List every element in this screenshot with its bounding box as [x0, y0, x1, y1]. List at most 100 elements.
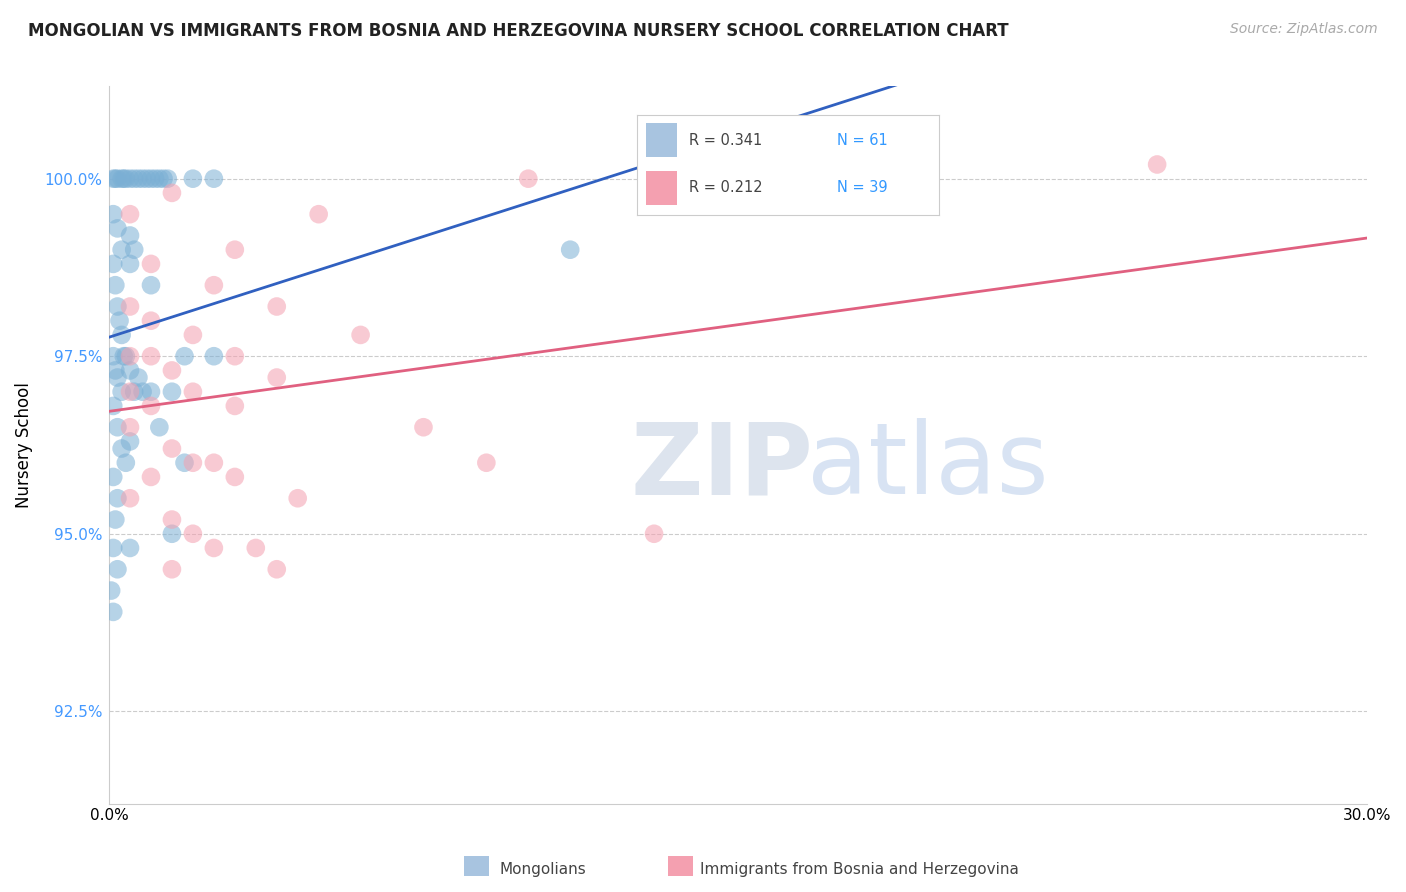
Point: [139, 470, 162, 484]
Point: [139, 171, 162, 186]
Point: [127, 171, 149, 186]
Point: [181, 384, 204, 399]
Point: [643, 526, 665, 541]
Point: [118, 384, 141, 399]
Point: [148, 420, 170, 434]
Point: [114, 349, 136, 363]
Point: [104, 512, 127, 526]
Point: [139, 278, 162, 293]
Point: [118, 171, 141, 186]
Point: [103, 541, 125, 555]
Point: [118, 300, 141, 314]
Point: [111, 327, 134, 342]
Point: [118, 363, 141, 377]
Point: [139, 257, 162, 271]
Point: [202, 541, 225, 555]
Point: [111, 384, 134, 399]
Point: [122, 243, 145, 257]
Point: [118, 541, 141, 555]
Point: [111, 171, 134, 186]
Point: [139, 314, 162, 328]
Point: [131, 384, 153, 399]
Point: [181, 171, 204, 186]
Point: [107, 221, 129, 235]
Point: [181, 327, 204, 342]
Point: [266, 370, 288, 384]
Point: [131, 171, 153, 186]
Point: [475, 456, 498, 470]
Point: [100, 583, 122, 598]
Point: [107, 300, 129, 314]
Point: [104, 171, 127, 186]
Point: [103, 207, 125, 221]
Point: [118, 207, 141, 221]
Point: [139, 349, 162, 363]
Point: [114, 171, 136, 186]
Point: [152, 171, 174, 186]
Point: [139, 399, 162, 413]
Point: [160, 363, 183, 377]
Point: [103, 171, 125, 186]
Point: [107, 370, 129, 384]
Point: [112, 349, 135, 363]
Text: Mongolians: Mongolians: [499, 863, 586, 877]
Point: [181, 526, 204, 541]
Y-axis label: Nursery School: Nursery School: [15, 382, 32, 508]
Point: [202, 278, 225, 293]
Point: [224, 349, 246, 363]
Point: [127, 370, 149, 384]
Point: [148, 171, 170, 186]
Text: ZIP: ZIP: [631, 418, 814, 515]
Point: [103, 257, 125, 271]
Point: [118, 257, 141, 271]
Point: [287, 491, 309, 506]
Point: [103, 349, 125, 363]
Point: [111, 243, 134, 257]
Text: Immigrants from Bosnia and Herzegovina: Immigrants from Bosnia and Herzegovina: [700, 863, 1019, 877]
Point: [412, 420, 434, 434]
Point: [103, 399, 125, 413]
Point: [118, 228, 141, 243]
Point: [135, 171, 157, 186]
Point: [118, 349, 141, 363]
Point: [122, 171, 145, 186]
Point: [156, 171, 179, 186]
Point: [308, 207, 330, 221]
Point: [224, 470, 246, 484]
Point: [181, 456, 204, 470]
Point: [143, 171, 166, 186]
Point: [104, 363, 127, 377]
Point: [104, 278, 127, 293]
Point: [107, 562, 129, 576]
Point: [173, 456, 195, 470]
Point: [103, 605, 125, 619]
Point: [103, 470, 125, 484]
Point: [202, 456, 225, 470]
Point: [560, 243, 582, 257]
Point: [173, 349, 195, 363]
Point: [160, 526, 183, 541]
Point: [118, 434, 141, 449]
Point: [114, 456, 136, 470]
Point: [107, 491, 129, 506]
Text: atlas: atlas: [807, 418, 1049, 515]
Point: [224, 243, 246, 257]
Text: Source: ZipAtlas.com: Source: ZipAtlas.com: [1230, 22, 1378, 37]
Point: [266, 562, 288, 576]
Point: [160, 384, 183, 399]
Point: [517, 171, 540, 186]
Point: [107, 420, 129, 434]
Point: [202, 349, 225, 363]
Point: [112, 171, 135, 186]
Point: [245, 541, 267, 555]
Point: [118, 491, 141, 506]
Point: [266, 300, 288, 314]
Point: [202, 171, 225, 186]
Point: [349, 327, 371, 342]
Text: MONGOLIAN VS IMMIGRANTS FROM BOSNIA AND HERZEGOVINA NURSERY SCHOOL CORRELATION C: MONGOLIAN VS IMMIGRANTS FROM BOSNIA AND …: [28, 22, 1008, 40]
Point: [122, 384, 145, 399]
Point: [160, 562, 183, 576]
Point: [1146, 157, 1168, 171]
Point: [111, 442, 134, 456]
Point: [224, 399, 246, 413]
